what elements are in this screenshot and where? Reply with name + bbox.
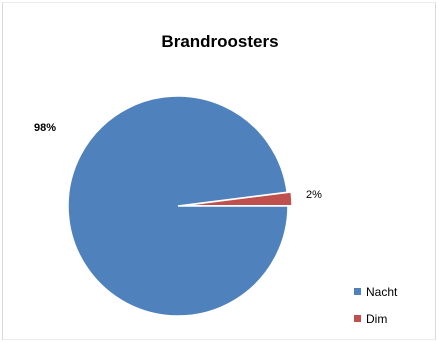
chart-title: Brandroosters <box>161 32 278 51</box>
legend: Nacht Dim <box>354 285 398 326</box>
data-labels: 98% 2% <box>34 122 322 201</box>
pie-slice-dim <box>181 191 293 207</box>
data-label-dim: 2% <box>306 189 322 201</box>
pie-slices <box>67 95 293 317</box>
pie-slice-nacht <box>67 95 289 317</box>
data-label-nacht: 98% <box>34 122 56 134</box>
legend-label-dim: Dim <box>366 312 387 326</box>
legend-swatch-nacht <box>354 288 361 295</box>
chart-area: Brandroosters 98% 2% Nacht Dim <box>2 2 436 340</box>
legend-swatch-dim <box>354 315 361 322</box>
legend-label-nacht: Nacht <box>366 285 398 299</box>
pie-chart: Brandroosters 98% 2% Nacht Dim <box>34 32 398 326</box>
